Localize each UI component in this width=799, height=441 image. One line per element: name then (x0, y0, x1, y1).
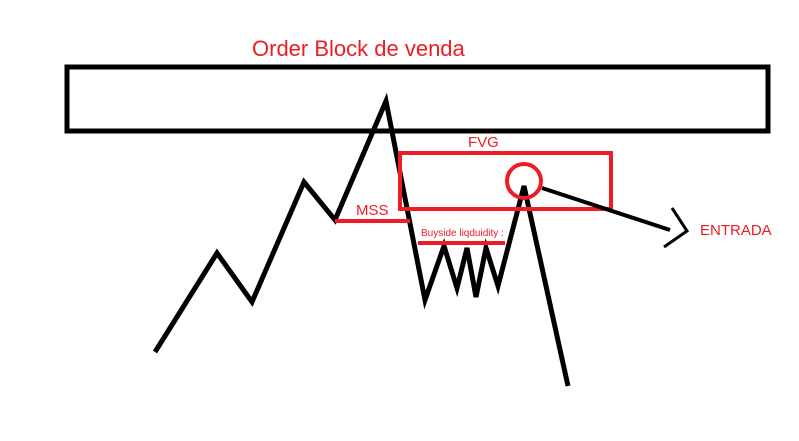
price-action-line (152, 92, 571, 387)
mss-label: MSS (356, 202, 389, 219)
fvg-label: FVG (468, 134, 499, 151)
chevron-right-icon (663, 207, 690, 249)
entry-label: ENTRADA (700, 222, 772, 239)
diagram-title: Order Block de venda (252, 36, 465, 61)
buyside-liquidity-label: Buyside liqduidity : (421, 228, 504, 239)
order-block-zone (64, 64, 771, 134)
fvg-zone (398, 151, 613, 211)
entry-projection-line (541, 186, 671, 232)
entry-circle-icon (505, 162, 543, 200)
